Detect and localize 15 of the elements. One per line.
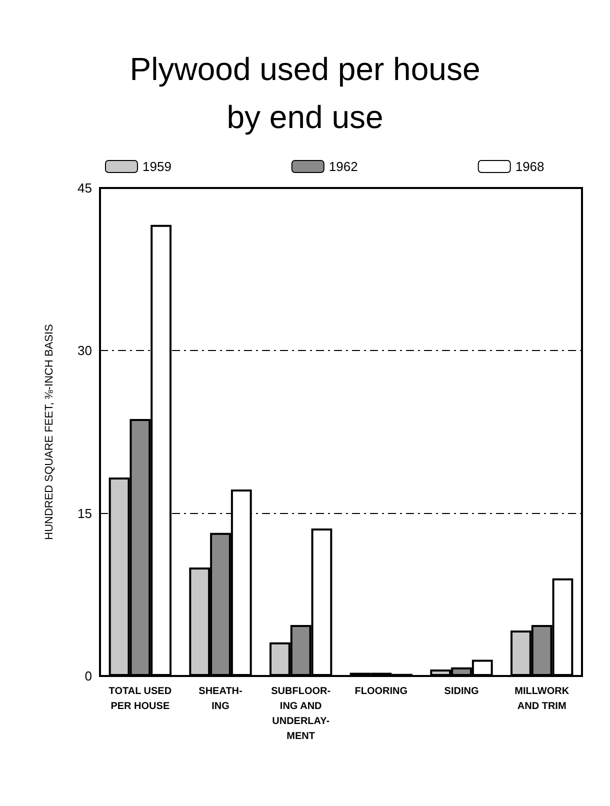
x-tick-label: SIDING	[444, 686, 479, 697]
x-tick-label: MILLWORK AND TRIM	[514, 686, 570, 712]
legend-label: 1962	[328, 159, 358, 174]
x-tick-label: TOTAL USED PER HOUSE	[108, 686, 172, 712]
y-tick-label: 45	[78, 180, 92, 196]
x-tick-label: SHEATH- ING	[198, 686, 242, 712]
y-axis-title: HUNDRED SQUARE FEET, ⅜-INCH BASIS	[44, 324, 56, 540]
x-tick-label: SUBFLOOR- ING AND UNDERLAY- MENT	[271, 686, 331, 742]
legend-label: 1968	[515, 159, 544, 174]
y-tick-label: 15	[78, 506, 92, 521]
chart-title: Plywood used per house by end use	[130, 51, 480, 135]
y-tick-label: 0	[84, 668, 92, 684]
x-tick-label: FLOORING	[354, 686, 408, 697]
legend-label: 1959	[142, 159, 172, 174]
y-tick-label: 30	[78, 343, 92, 358]
